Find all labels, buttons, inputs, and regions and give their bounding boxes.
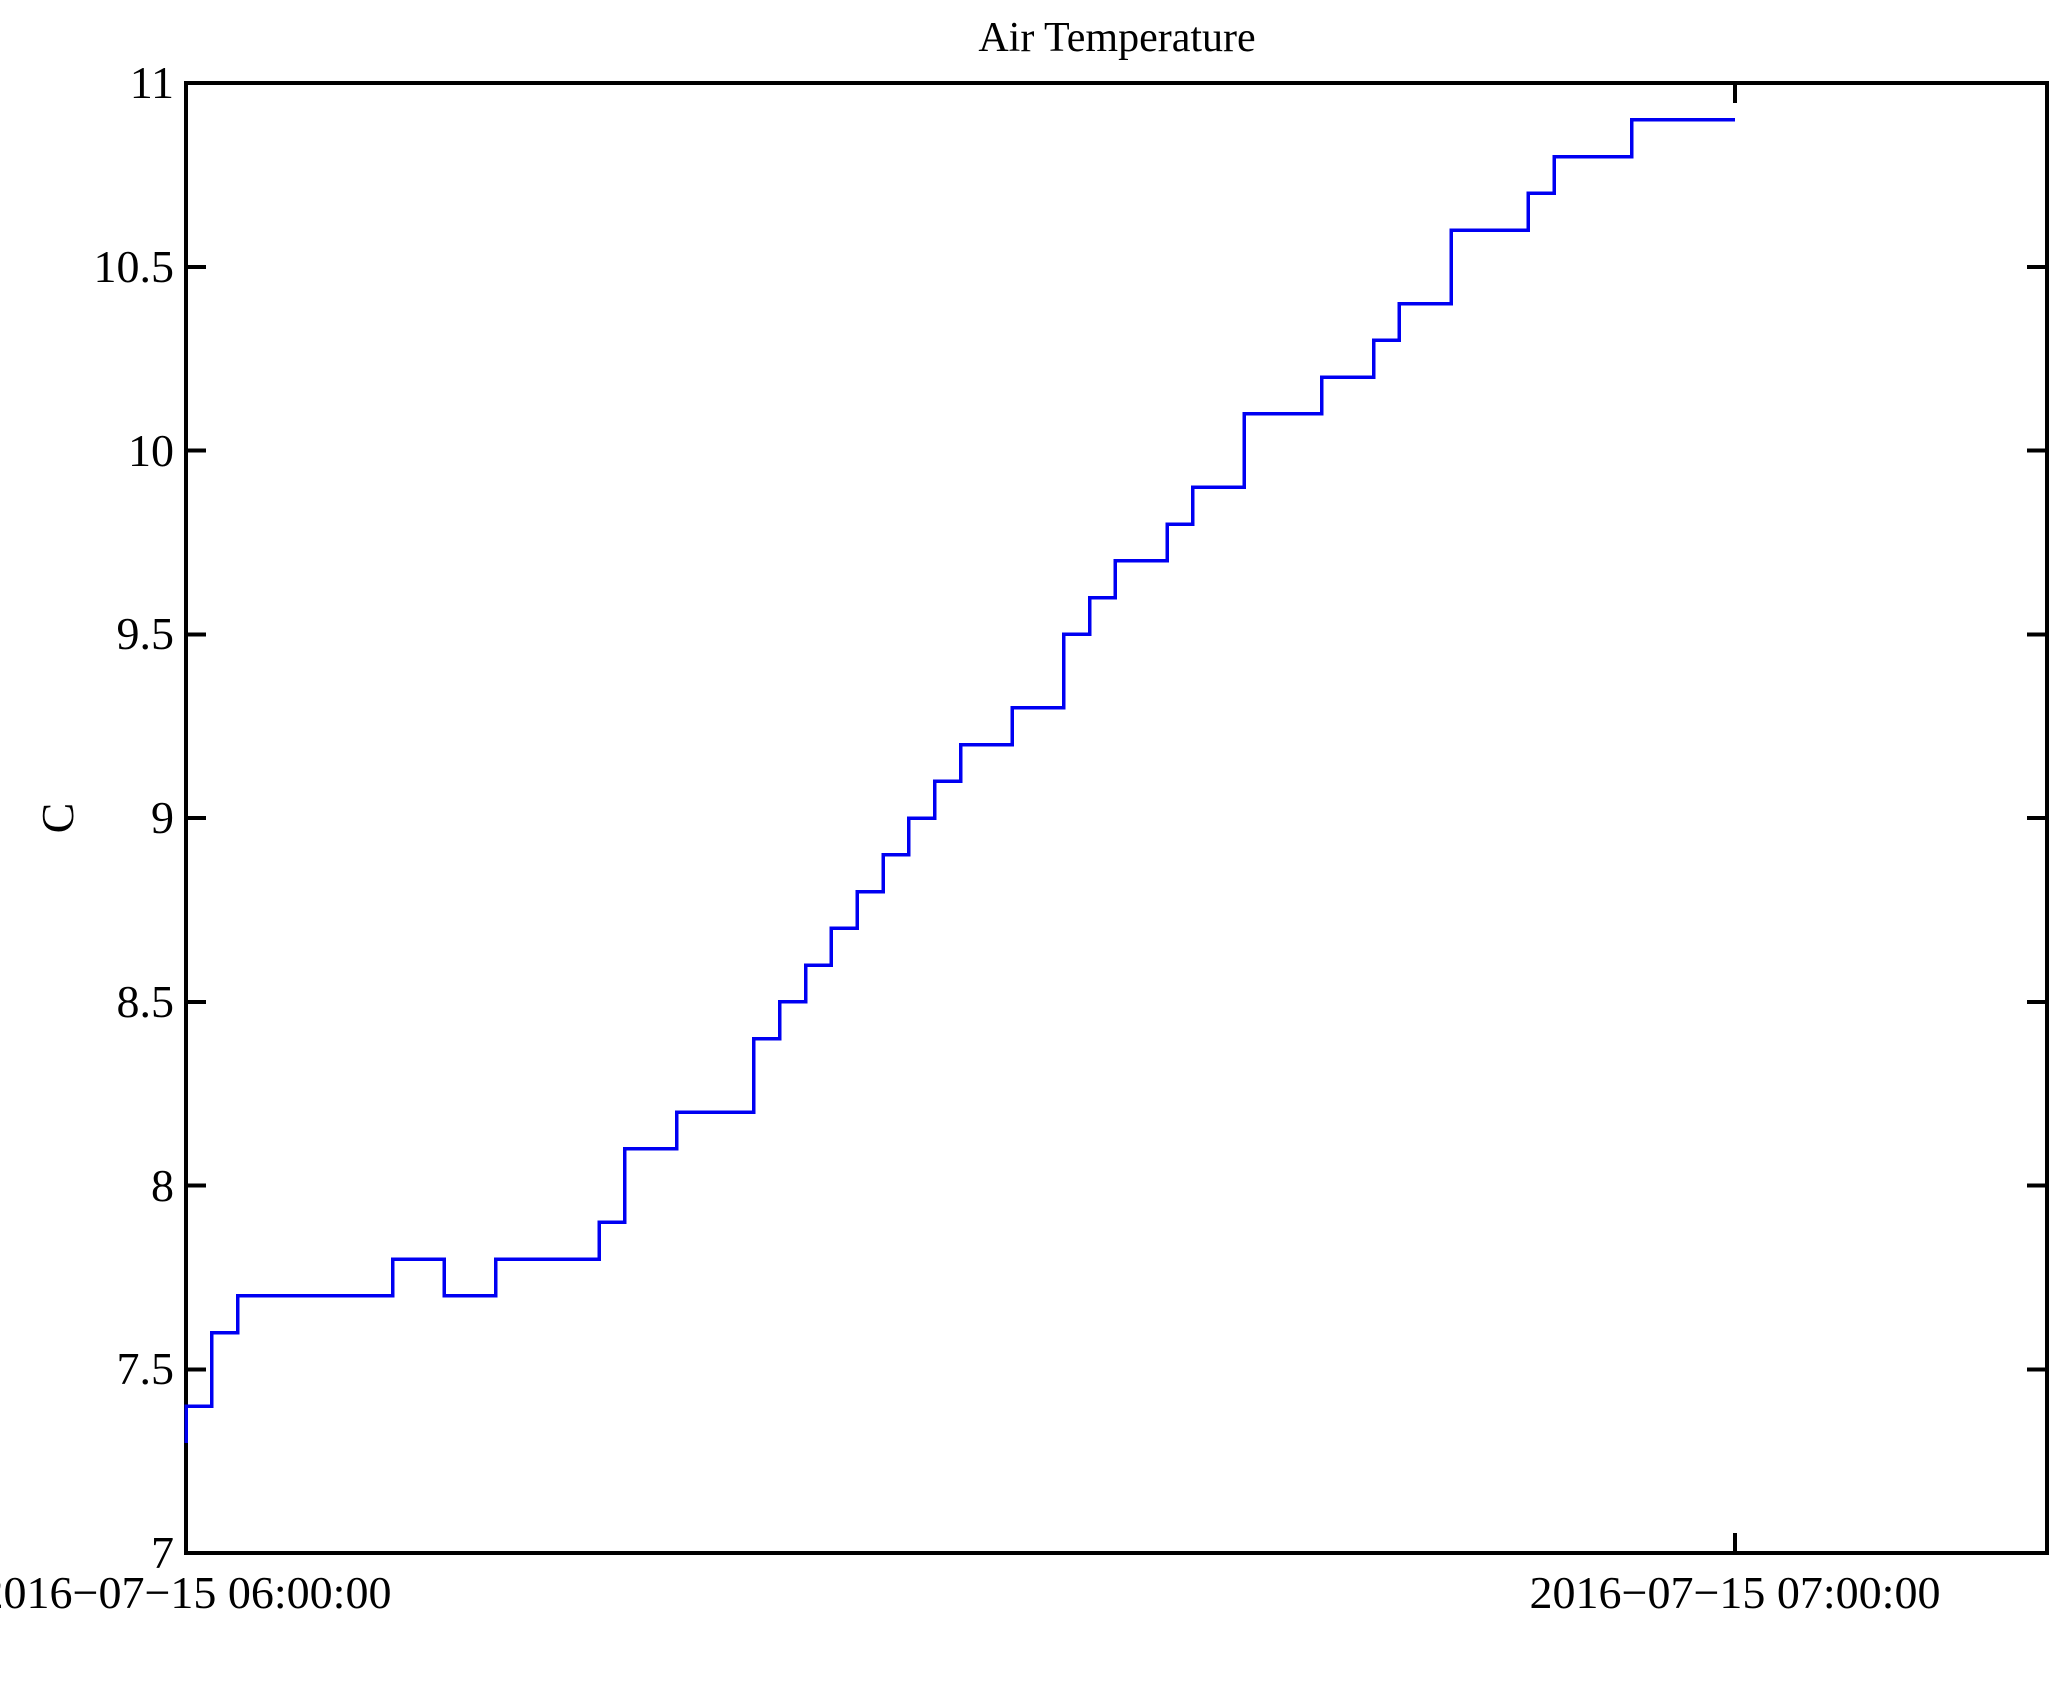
y-tick-label: 7.5 xyxy=(116,1343,175,1395)
axes-frame xyxy=(184,81,2049,1555)
y-tick-label: 9 xyxy=(151,792,174,843)
chart-title: Air Temperature xyxy=(978,15,1256,61)
y-tick-label: 10.5 xyxy=(93,240,175,292)
y-tick-label: 8.5 xyxy=(116,975,175,1027)
y-tick-label: 10 xyxy=(128,424,174,476)
temperature-step-line xyxy=(184,118,1735,1443)
y-tick-label: 11 xyxy=(129,57,174,108)
air-temperature-series-path xyxy=(184,118,1735,1443)
y-tick-label: 7 xyxy=(151,1527,174,1578)
axes-box xyxy=(184,81,2049,1555)
y-tick-label: 8 xyxy=(151,1159,174,1211)
x-tick-label: 2016−07−15 06:00:00 xyxy=(0,1567,392,1618)
y-tick-label: 9.5 xyxy=(116,608,175,660)
x-tick-label: 2016−07−15 07:00:00 xyxy=(1529,1567,1941,1618)
